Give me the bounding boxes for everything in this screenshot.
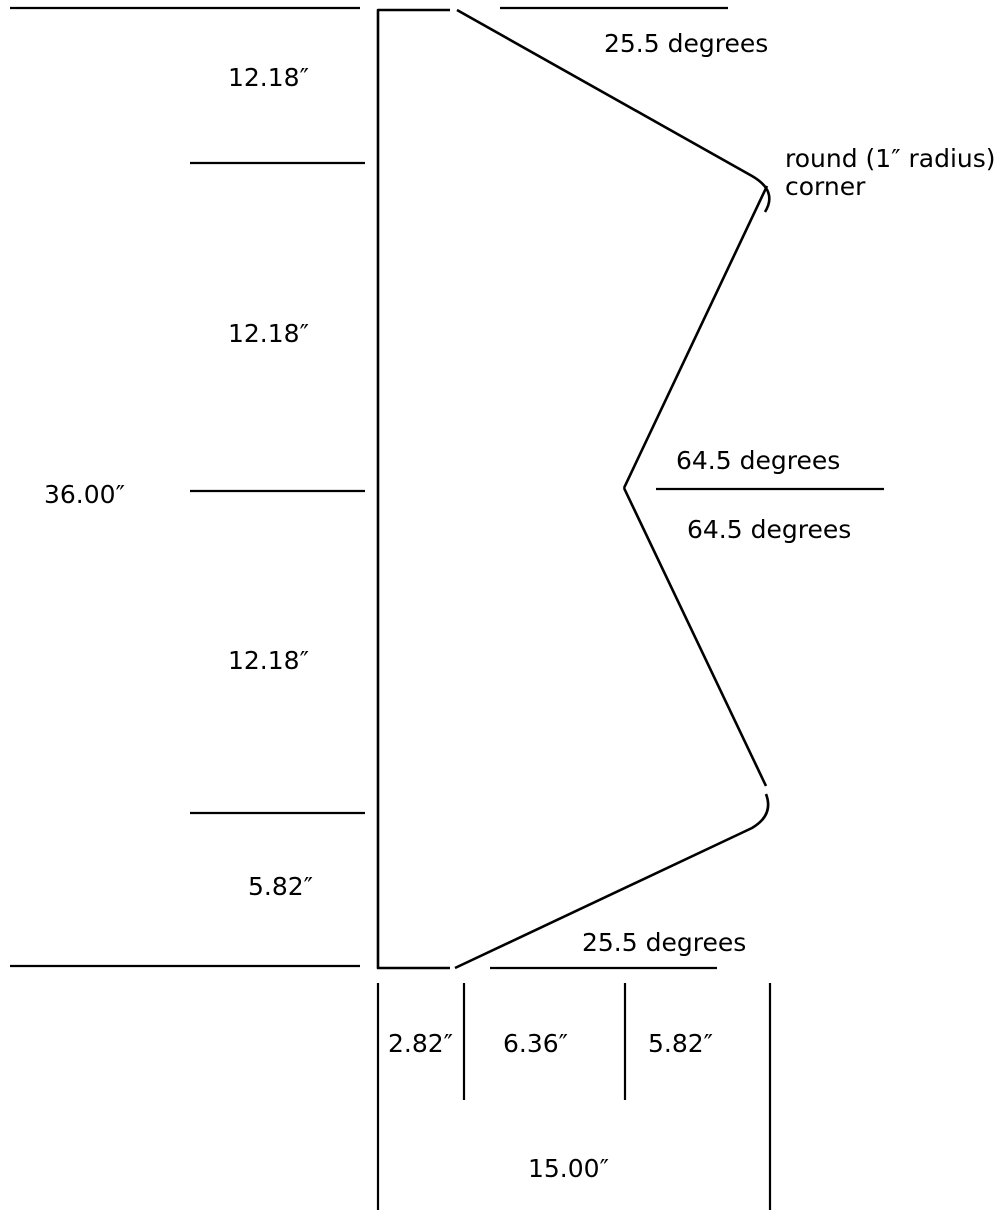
label-segment-top: 12.18″ xyxy=(228,63,309,92)
dimension-lines xyxy=(10,6,884,1210)
label-corner-note-line1: round (1″ radius) xyxy=(785,144,996,173)
label-segment-bottom: 5.82″ xyxy=(248,872,313,901)
outline-bottom-slope xyxy=(454,793,770,970)
label-mid-angle-lower: 64.5 degrees xyxy=(687,515,851,544)
label-segment-upper-middle: 12.18″ xyxy=(228,319,309,348)
outline-lower-side xyxy=(622,487,768,787)
label-corner-note-line2: corner xyxy=(785,172,866,201)
outline-upper-side xyxy=(622,185,769,489)
dimension-labels: 25.5 degrees 12.18″ round (1″ radius) co… xyxy=(44,29,996,1183)
label-width-middle: 6.36″ xyxy=(503,1029,568,1058)
label-bottom-angle: 25.5 degrees xyxy=(582,928,746,957)
label-top-angle: 25.5 degrees xyxy=(604,29,768,58)
label-overall-height: 36.00″ xyxy=(44,480,125,509)
label-segment-lower-middle: 12.18″ xyxy=(228,646,309,675)
label-mid-angle-upper: 64.5 degrees xyxy=(676,446,840,475)
outline-back-edge xyxy=(376,8,450,970)
outline-top-slope xyxy=(456,8,771,213)
label-width-offset: 2.82″ xyxy=(388,1029,453,1058)
label-width-right: 5.82″ xyxy=(648,1029,713,1058)
part-outline xyxy=(376,8,771,970)
label-overall-width: 15.00″ xyxy=(528,1154,609,1183)
